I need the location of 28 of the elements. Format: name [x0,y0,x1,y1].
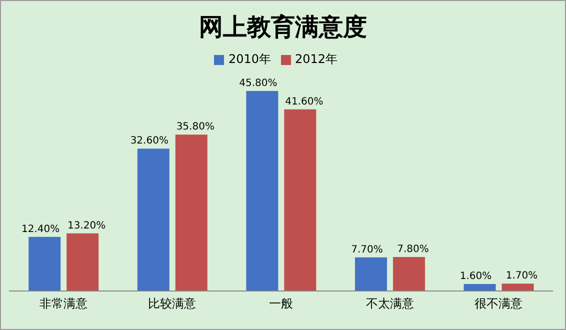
data-label: 1.70% [506,270,538,282]
bar [354,257,387,291]
data-label: 45.80% [239,78,278,89]
bar [28,236,61,291]
bar [66,233,99,291]
x-tick-label: 比较满意 [148,296,196,311]
data-label: 13.20% [68,220,106,232]
x-tick-label: 一般 [269,296,293,311]
bar [392,256,425,291]
data-label: 7.80% [397,244,429,255]
legend-label: 2010年 [228,52,271,66]
x-tick-label: 不太满意 [366,296,414,311]
chart-title: 网上教育满意度 [198,11,368,43]
legend-label: 2012年 [295,52,338,66]
data-label: 35.80% [176,122,214,133]
bar [137,148,170,291]
bar [246,91,278,291]
bar [464,284,496,291]
data-label: 32.60% [130,136,168,147]
data-label: 41.60% [285,96,324,108]
bar [502,284,534,291]
data-label: 7.70% [351,244,383,256]
bar [175,134,208,291]
data-label: 1.60% [460,271,492,282]
x-tick-label: 很不满意 [474,296,523,311]
data-label: 12.40% [22,224,60,235]
x-tick-label: 非常满意 [39,296,88,311]
bar [284,109,316,291]
